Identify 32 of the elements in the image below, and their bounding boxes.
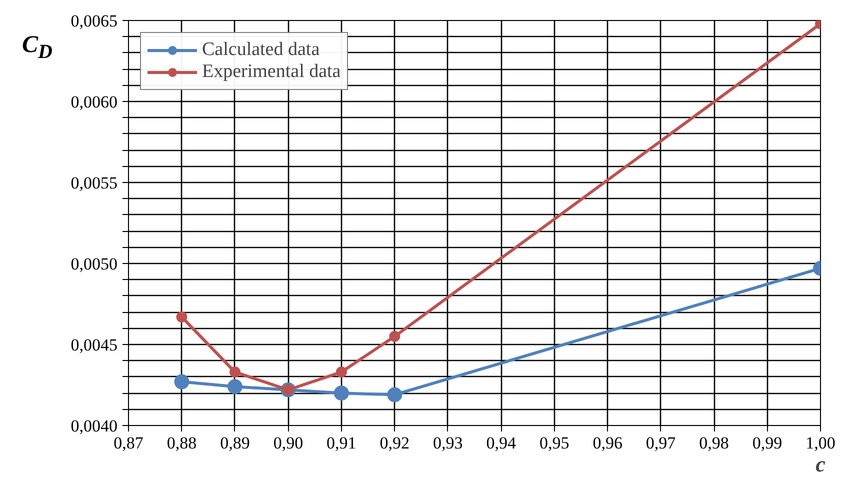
x-tick-label: 0,96 [592, 434, 622, 452]
legend-label: Experimental data [202, 61, 341, 83]
x-tick-label: 0,95 [539, 434, 570, 452]
y-axis-title: C$_{D}$ [22, 31, 52, 65]
x-tick-label: 0,91 [326, 434, 356, 452]
y-tick-label: 0,0045 [70, 336, 118, 354]
y-tick-label: 0,0055 [70, 174, 118, 192]
point [229, 366, 240, 378]
x-tick-label: 1,00 [806, 434, 836, 452]
x-tick-label: 0,98 [699, 434, 729, 452]
y-tick-label: 0,0060 [70, 92, 118, 112]
point [389, 330, 400, 342]
point [176, 311, 188, 322]
x-tick-label: 0,97 [646, 434, 676, 452]
x-tick-label: 0,90 [273, 434, 304, 452]
x-tick-label: 0,99 [752, 434, 782, 452]
point [387, 387, 402, 402]
x-tick-label: 0,93 [433, 434, 463, 452]
point [334, 386, 349, 401]
x-tick-label: 0,89 [220, 434, 250, 452]
x-tick-label: 0,92 [380, 434, 410, 452]
y-tick-label: 0,0050 [70, 254, 118, 274]
y-tick-label: 0,0040 [70, 416, 118, 436]
legend-label: Calculated data [202, 39, 320, 61]
point [336, 366, 347, 378]
point [174, 374, 190, 390]
x-tick-label: 0,87 [114, 434, 144, 452]
point [227, 379, 242, 394]
y-tick-label: 0,0065 [70, 12, 118, 30]
x-tick-label: 0,88 [166, 434, 197, 452]
x-axis-title: c [816, 452, 826, 476]
x-tick-label: 0,94 [486, 434, 516, 452]
